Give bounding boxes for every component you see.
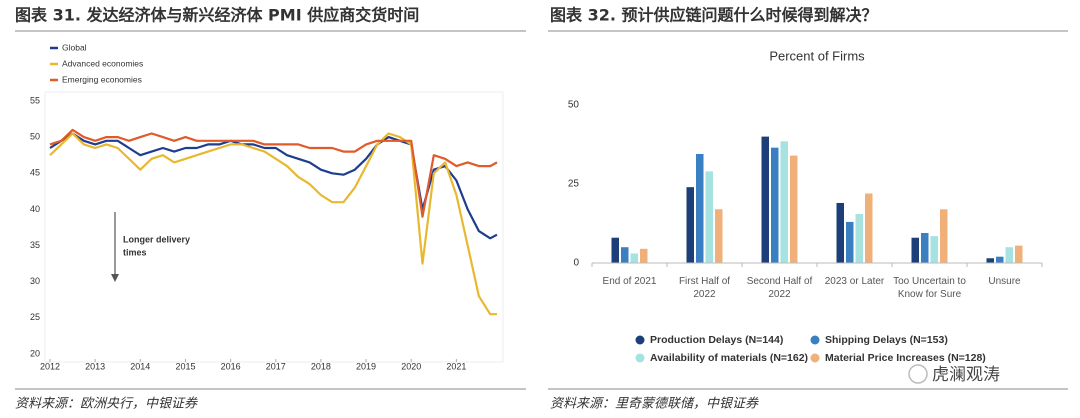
legend-swatch: [635, 335, 645, 345]
x-tick-label-box: End of 2021: [602, 276, 657, 287]
source: 资料来源：里奇蒙德联储，中银证券: [550, 397, 759, 412]
x-tick-label: 2012: [40, 361, 60, 371]
bar: [640, 248, 648, 263]
x-tick-label: 2020: [401, 361, 421, 371]
series-line: [49, 132, 497, 316]
annotation: times: [123, 247, 147, 257]
x-tick-label: 2014: [130, 361, 150, 371]
y-tick-label: 35: [30, 240, 40, 250]
bar: [780, 141, 788, 263]
bar: [930, 236, 938, 263]
bar: [715, 209, 723, 263]
x-tick-label: Too Uncertain to Know for Sure: [893, 276, 966, 300]
y-tick-label: 30: [30, 276, 40, 286]
y-tick-label: 20: [30, 348, 40, 358]
watermark: 虎澜观涛: [932, 365, 1000, 385]
bar: [911, 237, 919, 263]
chart-subtitle: Percent of Firms: [769, 48, 865, 63]
x-tick-label: Unsure: [988, 276, 1021, 287]
source: 资料来源：欧洲央行，中银证券: [15, 397, 198, 412]
bar: [705, 171, 713, 263]
bar: [630, 253, 638, 263]
x-tick-label: 2021: [446, 361, 466, 371]
legend-swatch: [810, 335, 820, 345]
watermark-icon: [908, 364, 928, 384]
x-tick-label: 2015: [175, 361, 195, 371]
x-tick-label: End of 2021: [602, 276, 657, 287]
x-tick-label: First Half of 2022: [678, 276, 731, 300]
bar: [790, 155, 798, 263]
bar: [921, 232, 929, 263]
series-line: [49, 128, 498, 218]
plot-area: [44, 91, 504, 363]
bar: [836, 202, 844, 263]
y-tick-label: 0: [573, 258, 579, 269]
y-tick-label: 50: [568, 100, 580, 111]
x-tick-label: 2017: [266, 361, 286, 371]
bar: [611, 237, 619, 263]
bar: [865, 193, 873, 263]
legend-label: Material Price Increases (N=128): [825, 352, 986, 364]
annotation-arrowhead: [111, 274, 119, 282]
y-tick-label: 25: [568, 179, 580, 190]
y-tick-label: 45: [30, 168, 40, 178]
legend-label: Production Delays (N=144): [650, 334, 783, 346]
x-tick-label-box: Second Half of 2022: [746, 276, 813, 300]
bar: [996, 256, 1004, 263]
x-tick-label: 2023 or Later: [824, 276, 885, 287]
y-tick-label: 40: [30, 204, 40, 214]
x-tick-label-box: Too Uncertain to Know for Sure: [893, 276, 966, 300]
bar: [771, 147, 779, 263]
x-tick-label-box: Unsure: [988, 276, 1021, 287]
legend-label: Availability of materials (N=162): [650, 352, 808, 364]
legend-label: Global: [62, 42, 87, 52]
x-tick-label: Second Half of 2022: [746, 276, 813, 300]
x-tick-label-box: First Half of 2022: [678, 276, 731, 300]
chart-title: 图表 32. 预计供应链问题什么时候得到解决？: [550, 6, 878, 25]
y-tick-label: 25: [30, 312, 40, 322]
bar: [621, 247, 629, 263]
annotation: Longer delivery: [123, 234, 190, 244]
bar: [761, 136, 769, 263]
bar: [1015, 245, 1023, 263]
bar: [696, 153, 704, 263]
bar: [686, 187, 694, 263]
x-tick-label-box: 2023 or Later: [824, 276, 885, 287]
bar: [986, 258, 994, 263]
x-tick-label: 2019: [356, 361, 376, 371]
x-tick-label: 2018: [311, 361, 331, 371]
legend-swatch: [635, 353, 645, 363]
legend-label: Advanced economies: [62, 58, 143, 68]
bar: [846, 221, 854, 263]
x-tick-label: 2016: [221, 361, 241, 371]
bar: [940, 209, 948, 263]
y-tick-label: 55: [30, 95, 40, 105]
x-tick-label: 2013: [85, 361, 105, 371]
bar: [1005, 247, 1013, 263]
legend-label: Emerging economies: [62, 74, 142, 84]
legend-label: Shipping Delays (N=153): [825, 334, 948, 346]
chart-title: 图表 31. 发达经济体与新兴经济体 PMI 供应商交货时间: [15, 6, 419, 25]
y-tick-label: 50: [30, 132, 40, 142]
legend-swatch: [810, 353, 820, 363]
bar: [855, 214, 863, 263]
